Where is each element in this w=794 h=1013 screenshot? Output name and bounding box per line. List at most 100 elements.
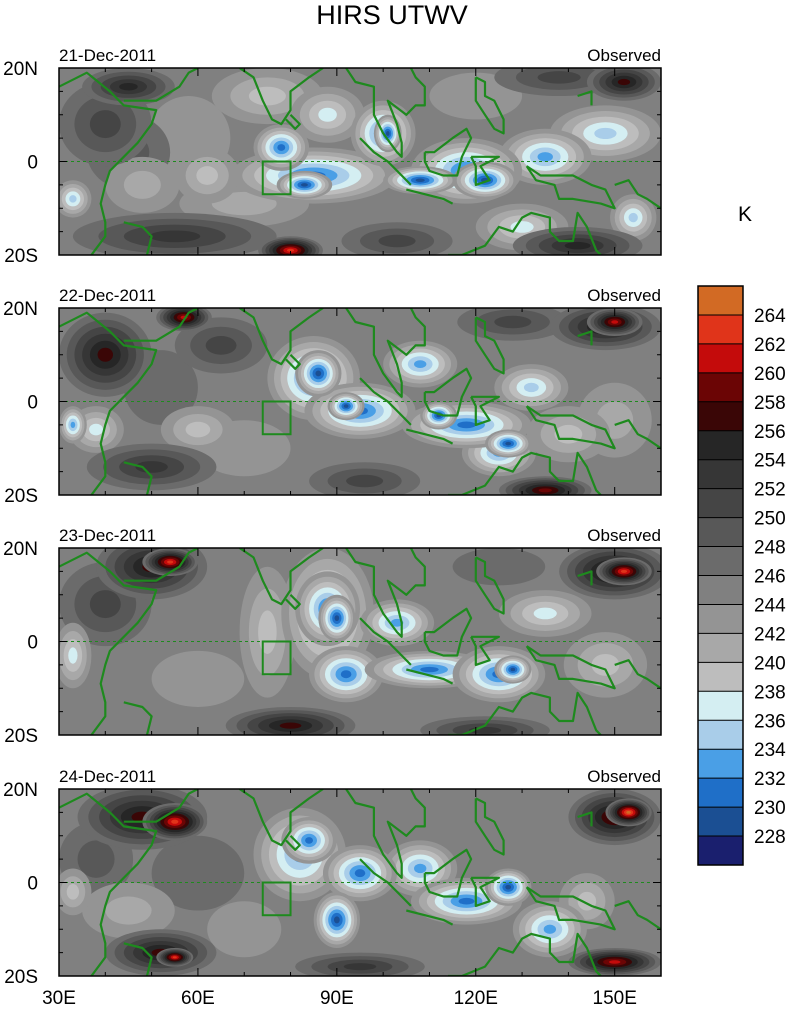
coastline [448,451,602,495]
contour-fill [89,590,121,619]
coastline [59,311,158,495]
contour-fill [211,191,277,216]
contour-fill [77,840,115,878]
y-tick-label: 20S [4,726,38,747]
colorbar-label: 240 [754,653,786,674]
x-tick-label: 60E [181,988,215,1009]
contour-fill [617,78,631,86]
contour-fill [172,956,177,959]
colorbar-swatch [698,691,743,721]
colorbar-label: 228 [754,827,786,848]
coastline [406,909,454,926]
contour-fill [258,610,277,654]
coastlines [59,308,661,495]
coastline [470,876,500,908]
panel-source-label: Observed [587,286,661,305]
contour-fill [185,421,211,438]
contour-fill [69,195,77,203]
contour-fill [543,924,557,934]
x-tick-label: 30E [42,988,76,1009]
coastline [359,858,412,907]
contour-fill [97,347,114,362]
colorbar-frame [697,285,744,866]
colorbar-swatch [698,488,743,518]
coastline [614,659,661,690]
y-tick-label: 0 [27,393,38,414]
coastline [423,848,473,898]
colorbar-swatch [698,720,743,750]
contour-fill [414,863,427,874]
contour-fill [318,107,337,122]
coastlines [59,789,661,976]
contour-fill [420,666,439,673]
contour-fill [510,667,516,672]
colorbar-swatch [698,372,743,402]
contour-fill [458,897,475,905]
contour-fill [167,560,174,564]
contour-fill [415,178,425,182]
units-label: K [738,203,752,226]
coastline [123,308,199,342]
coastline [577,570,593,586]
contour-fill [279,722,302,729]
contour-fill [452,548,546,586]
y-tick-label: 0 [27,633,38,654]
colorbar-swatch [698,807,743,837]
contour-fill [123,170,161,199]
coastline [123,789,199,823]
coastline [406,668,454,685]
contour-fill [626,810,631,814]
y-tick-label: 0 [27,874,38,895]
coastline [614,179,661,210]
colorbar-label: 258 [754,393,786,414]
colorbar-label: 236 [754,711,786,732]
colorbar-label: 242 [754,624,786,645]
coastline [474,797,505,856]
contour-fill [537,152,553,162]
coastline [423,607,473,657]
utwv-field [59,308,661,495]
coastline [59,551,158,735]
coastline [285,594,301,610]
colorbar-label: 238 [754,682,786,703]
coastline [423,127,473,177]
colorbar-swatch [698,343,743,373]
coastline [448,932,602,976]
colorbar-swatch [698,517,743,547]
contour-fill [611,320,619,324]
colorbar-swatch [698,546,743,576]
coastline [448,211,602,255]
coastline [123,942,153,976]
colorbar-label: 234 [754,740,786,761]
contour-fill [608,960,621,964]
contour-fill [538,488,552,493]
colorbar-swatch [698,662,743,692]
contour-fill [523,382,539,393]
colorbar-label: 264 [754,306,786,327]
coastline [238,548,324,606]
coastline [474,556,505,615]
y-tick-label: 20S [4,246,38,267]
contour-fill [533,607,557,620]
panel-1: 20N 0 20S 22-Dec-2011 Observed [3,286,662,507]
contour-fill [346,474,384,488]
contour-fill [620,569,628,573]
coastline [238,308,324,366]
coastline [406,428,454,445]
colorbar-label: 250 [754,509,786,530]
panel-0: 20N 0 20S 21-Dec-2011 Observed [3,46,662,267]
contour-fill [286,248,295,252]
contour-fill [334,615,340,622]
coastline [614,419,661,450]
contour-fill [457,421,476,429]
colorbar-swatch [698,836,743,865]
coastline [285,835,301,851]
colorbar-label: 248 [754,538,786,559]
contour-fill [343,404,349,408]
utwv-field [59,68,661,255]
coastline [345,789,426,879]
contour-fill [537,71,581,84]
contour-fill [354,869,366,878]
y-tick-label: 20S [4,967,38,988]
